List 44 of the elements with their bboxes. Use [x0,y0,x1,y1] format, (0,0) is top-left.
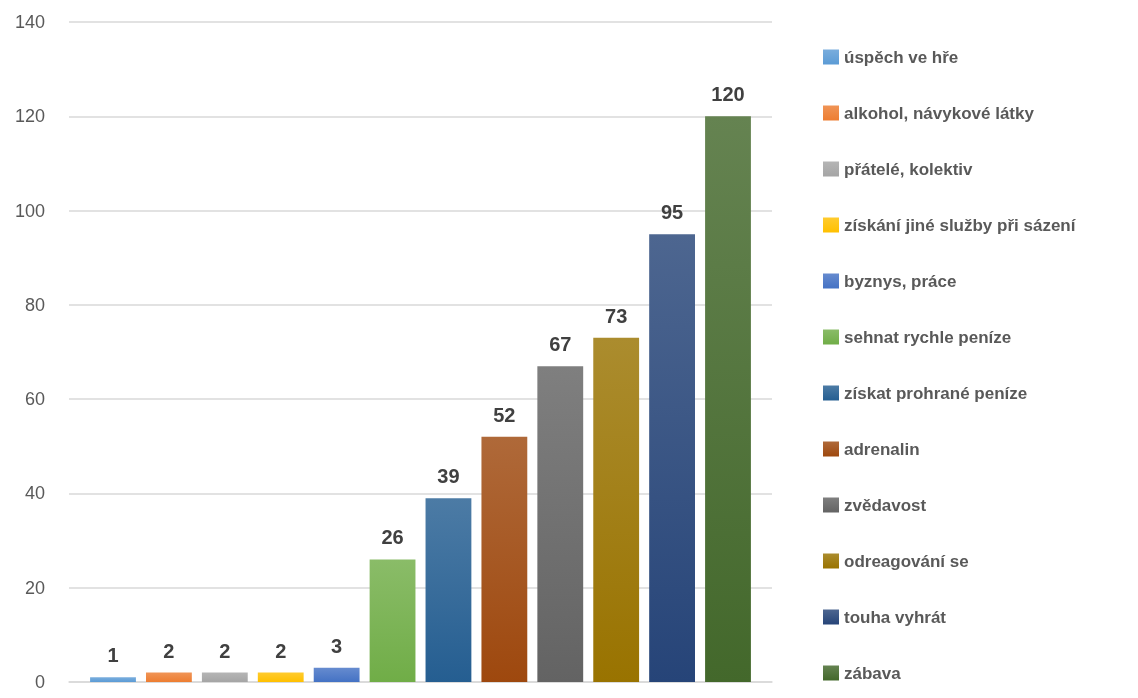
legend-label: úspěch ve hře [844,47,959,67]
y-tick-label: 0 [34,672,45,692]
bar [257,672,304,682]
legend-label: získání jiné služby při sázení [844,215,1077,235]
legend-label: touha vyhrát [844,607,947,627]
data-label: 39 [437,465,460,488]
data-label: 67 [549,333,572,356]
bar [425,498,472,682]
y-tick-label: 100 [14,200,45,221]
data-label: 1 [107,644,119,667]
data-label: 26 [381,526,404,549]
y-tick-label: 20 [24,577,45,598]
bar [481,436,528,682]
bar [537,366,584,682]
data-label: 52 [493,403,516,426]
y-tick-label: 140 [14,12,45,32]
y-tick-label: 120 [14,106,45,127]
legend-label: zábava [844,663,902,683]
bar [201,672,248,682]
bar [369,559,416,682]
legend-label: odreagování se [844,551,969,571]
bar [705,116,751,682]
legend-label: adrenalin [844,439,920,459]
legend-label: alkohol, návykové látky [844,103,1035,123]
y-tick-label: 80 [24,294,45,315]
data-label: 73 [605,304,628,327]
data-label: 2 [275,639,287,662]
data-label: 2 [219,639,231,662]
legend-label: zvědavost [844,495,927,515]
y-tick-label: 40 [24,483,45,504]
legend-label: získat prohrané peníze [844,383,1028,403]
bar [313,667,360,682]
bar [593,337,640,682]
legend-label: sehnat rychle peníze [844,327,1012,347]
data-label: 3 [331,634,343,657]
bar [649,234,695,682]
y-tick-label: 60 [24,389,45,410]
legend-label: byznys, práce [844,271,957,291]
data-label: 95 [660,201,684,224]
legend-label: přátelé, kolektiv [844,159,974,179]
data-label: 120 [711,83,745,106]
bar [146,672,192,682]
data-label: 2 [163,639,175,662]
bar [90,677,136,682]
